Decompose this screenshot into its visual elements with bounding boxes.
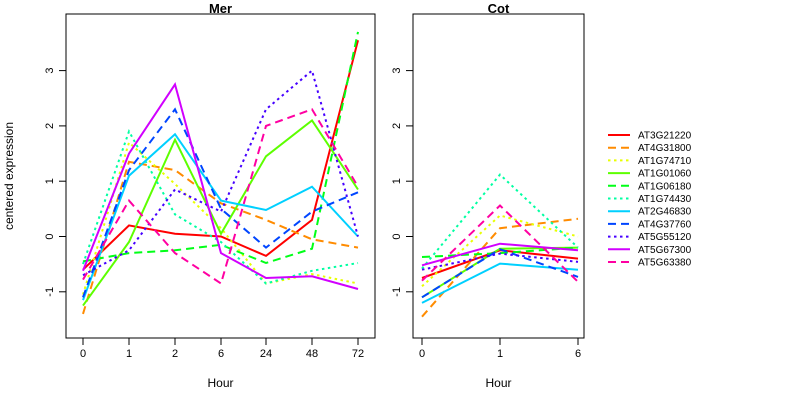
y-tick-label: 3 (44, 68, 56, 74)
panel-title-cot: Cot (487, 1, 510, 16)
y-tick-label: 2 (44, 123, 56, 129)
x-tick-label: 0 (80, 348, 86, 360)
series-line-AT1G74710 (82, 140, 359, 295)
series-line-AT4G37760 (421, 248, 579, 299)
panel-box-mer (65, 13, 376, 339)
y-tick-label: 2 (391, 123, 403, 129)
series-line-AT5G67300 (82, 82, 359, 290)
x-tick-label: 72 (352, 348, 364, 360)
legend-label-AT1G74430: AT1G74430 (638, 194, 692, 205)
series-line-AT5G55120 (82, 68, 359, 277)
legend-label-AT4G37760: AT4G37760 (638, 219, 692, 230)
y-tick-label: 3 (391, 68, 403, 74)
y-tick-label: -1 (391, 287, 403, 297)
legend-label-AT4G31800: AT4G31800 (638, 143, 692, 154)
legend-label-AT1G74710: AT1G74710 (638, 156, 692, 167)
x-tick-label: 6 (575, 348, 581, 360)
y-tick-label: 1 (391, 178, 403, 184)
y-tick-label: 0 (391, 233, 403, 239)
series-line-AT5G67300 (421, 242, 579, 267)
x-tick-label: 0 (419, 348, 425, 360)
legend-label-AT1G06180: AT1G06180 (638, 181, 692, 192)
legend-label-AT1G01060: AT1G01060 (638, 169, 692, 180)
series-line-AT1G06180 (82, 31, 359, 265)
y-tick-label: 1 (44, 178, 56, 184)
x-axis-label-mer: Hour (207, 376, 234, 390)
series-line-AT2G46830 (82, 132, 359, 301)
panel-box-cot (412, 13, 585, 339)
legend-label-AT2G46830: AT2G46830 (638, 207, 692, 218)
x-tick-label: 2 (172, 348, 178, 360)
series-line-AT3G21220 (82, 39, 359, 271)
x-tick-label: 24 (260, 348, 272, 360)
x-tick-label: 1 (497, 348, 503, 360)
legend-label-AT5G67300: AT5G67300 (638, 245, 692, 256)
panel-title-mer: Mer (208, 1, 233, 16)
x-tick-label: 1 (126, 348, 132, 360)
series-line-AT5G63380 (421, 204, 579, 283)
legend-label-AT5G55120: AT5G55120 (638, 232, 692, 243)
x-tick-label: 6 (218, 348, 224, 360)
series-line-AT4G37760 (82, 107, 359, 298)
y-tick-label: 0 (44, 233, 56, 239)
series-line-AT5G63380 (82, 108, 359, 286)
y-axis-label: centered expression (2, 121, 16, 231)
legend-label-AT3G21220: AT3G21220 (638, 131, 692, 142)
y-tick-label: -1 (44, 287, 56, 297)
series-line-AT1G74430 (421, 173, 579, 270)
series-line-AT1G01060 (421, 246, 579, 299)
x-tick-label: 48 (306, 348, 318, 360)
series-line-AT4G31800 (82, 160, 359, 315)
legend-label-AT5G63380: AT5G63380 (638, 258, 692, 269)
x-axis-label-cot: Hour (485, 376, 512, 390)
series-line-AT5G55120 (421, 252, 579, 271)
series-line-AT1G74430 (82, 128, 359, 285)
series-line-AT1G01060 (82, 118, 359, 307)
